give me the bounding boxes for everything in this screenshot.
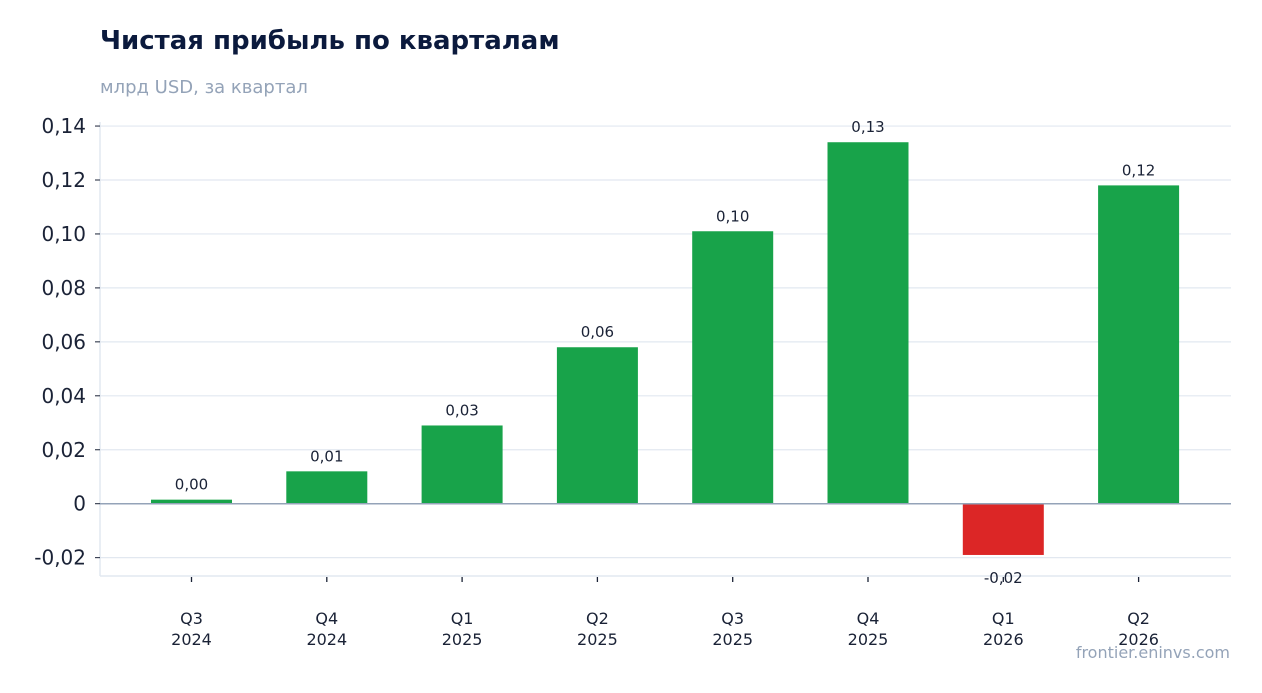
data-label: 0,10 bbox=[716, 207, 749, 225]
y-tick-label: -0,02 bbox=[34, 546, 86, 570]
bar bbox=[962, 503, 1044, 555]
data-label: 0,13 bbox=[851, 118, 884, 136]
x-tick-label-year: 2026 bbox=[983, 630, 1024, 649]
axes bbox=[95, 122, 1231, 582]
source-watermark: frontier.eninvs.com bbox=[1075, 643, 1230, 662]
bar bbox=[556, 347, 638, 504]
x-tick-label-quarter: Q4 bbox=[315, 609, 338, 628]
data-label: 0,12 bbox=[1122, 161, 1155, 179]
bar bbox=[827, 142, 909, 504]
y-tick-label: 0,10 bbox=[41, 222, 86, 246]
y-tick-label: 0,12 bbox=[41, 168, 86, 192]
x-tick-label-quarter: Q2 bbox=[586, 609, 609, 628]
x-tick-label-year: 2025 bbox=[577, 630, 618, 649]
labels: -0,02 0 0,02 0,04 0,06 0,08 0,10 0,12 0,14 0,00 Q3… bbox=[34, 114, 1159, 649]
x-tick-label-year: 2025 bbox=[712, 630, 753, 649]
y-tick-label: 0,04 bbox=[41, 384, 86, 408]
x-tick-label-quarter: Q4 bbox=[857, 609, 880, 628]
chart-title: Чистая прибыль по кварталам bbox=[100, 26, 560, 56]
data-label: -0,02 bbox=[984, 569, 1023, 587]
data-label: 0,01 bbox=[310, 447, 343, 465]
bar bbox=[151, 499, 232, 504]
x-tick-label-quarter: Q3 bbox=[721, 609, 744, 628]
bar bbox=[1098, 185, 1180, 504]
data-label: 0,00 bbox=[175, 476, 208, 494]
y-tick-label: 0,08 bbox=[41, 276, 86, 300]
y-tick-label: 0,06 bbox=[41, 330, 86, 354]
chart-subtitle: млрд USD, за квартал bbox=[100, 77, 308, 98]
x-tick-label-year: 2024 bbox=[306, 630, 347, 649]
bars bbox=[151, 142, 1180, 555]
x-tick-label-quarter: Q3 bbox=[180, 609, 203, 628]
bar bbox=[421, 425, 503, 504]
y-tick-label: 0 bbox=[73, 492, 86, 516]
x-tick-label-quarter: Q1 bbox=[451, 609, 474, 628]
y-tick-label: 0,02 bbox=[41, 438, 86, 462]
x-tick-label-year: 2025 bbox=[442, 630, 483, 649]
x-tick-label-year: 2025 bbox=[848, 630, 889, 649]
x-tick-label-quarter: Q1 bbox=[992, 609, 1015, 628]
bar bbox=[286, 471, 368, 504]
y-tick-label: 0,14 bbox=[41, 114, 86, 138]
x-tick-label-year: 2026 bbox=[1118, 630, 1159, 649]
x-tick-label-year: 2024 bbox=[171, 630, 212, 649]
bar bbox=[692, 231, 774, 504]
data-label: 0,03 bbox=[445, 401, 478, 419]
x-tick-label-quarter: Q2 bbox=[1127, 609, 1150, 628]
grid-lines bbox=[100, 125, 1231, 559]
data-label: 0,06 bbox=[581, 323, 614, 341]
